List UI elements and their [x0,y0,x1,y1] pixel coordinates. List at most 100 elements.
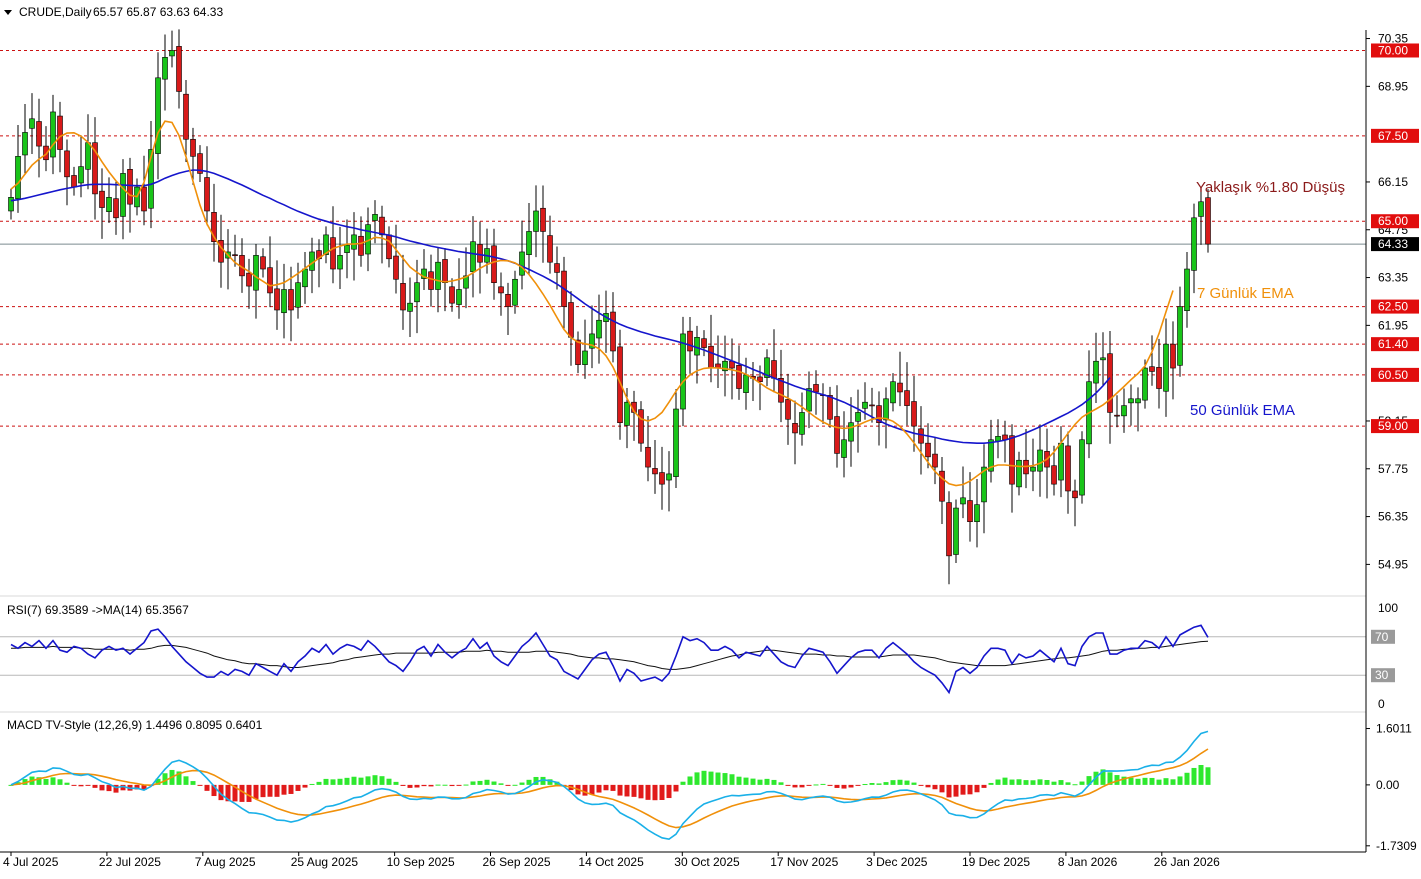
macd-hist-bar [1128,777,1134,785]
bull-candle-body [764,357,770,378]
macd-hist-bar [946,784,952,798]
candle [155,52,161,180]
candle [36,98,42,178]
macd-hist-bar [414,784,420,788]
candle [470,216,476,298]
bull-candle-body [799,412,805,435]
bear-candle-body [330,237,336,270]
bear-candle-body [939,470,945,502]
level-tag-label: 62.50 [1378,300,1408,314]
macd-hist-bar [288,784,294,794]
level-tag [1371,367,1419,382]
x-tick-label: 17 Nov 2025 [770,855,838,869]
macd-hist-bar [470,781,476,785]
bear-candle-body [813,384,819,393]
macd-hist-bar [1100,769,1106,785]
bear-candle-body [1156,367,1162,389]
ema7-annotation: 7 Günlük EMA [1197,285,1294,302]
bull-candle-body [85,142,91,170]
bear-candle-body [127,169,133,205]
macd-hist-bar [64,782,70,785]
macd-hist-bar [547,779,553,785]
macd-hist-bar [50,777,56,785]
collapse-triangle-icon[interactable] [4,10,12,15]
bull-candle-body [148,149,154,209]
candle [120,159,126,240]
candle [176,29,182,109]
bear-candle-body [687,330,693,352]
macd-hist-bar [792,784,798,788]
candle [1121,388,1127,433]
candle [204,146,210,226]
bull-candle-body [806,388,812,412]
macd-hist-bar [855,784,861,786]
bear-candle-body [701,338,707,348]
candle [792,400,798,465]
candle [162,34,168,111]
macd-hist-bar [1107,772,1113,785]
rsi-line [10,624,1209,695]
bull-candle-body [414,282,420,303]
candle [708,314,714,383]
bull-candle-body [295,282,301,308]
macd-hist-bar [666,784,672,799]
y-tick-label: 56.35 [1378,510,1408,524]
macd-hist-bar [491,781,497,785]
price-axis: 70.3568.9566.1564.7563.3561.9559.1557.75… [1366,32,1419,571]
candle [1170,321,1176,400]
candle [582,319,588,379]
macd-hist-bar [8,784,14,786]
bull-candle-body [673,408,679,477]
candle [218,214,224,288]
candle [960,466,966,519]
bear-candle-body [211,212,217,243]
candle [71,166,77,196]
macd-hist-bar [232,784,238,802]
bull-candle-body [519,251,525,276]
rsi-axis-label: 100 [1378,601,1398,615]
macd-label: MACD TV-Style (12,26,9) 1.4496 0.8095 0.… [7,718,263,732]
bear-candle-body [498,286,504,294]
macd-hist-bar [309,783,315,785]
candle [1065,431,1071,514]
level-tag [1371,419,1419,434]
macd-hist-bar [183,776,189,785]
bull-candle-body [890,381,896,404]
candle [316,239,322,288]
candle [22,103,28,175]
bull-candle-body [596,319,602,339]
macd-hist-bar [449,784,455,787]
bull-candle-body [512,278,518,306]
macd-hist-bar [715,772,721,785]
rsi-pane: RSI(7) 69.3589 ->MA(14) 65.3567 100 70 30 0 [0,601,1398,711]
macd-hist-bar [631,784,637,797]
macd-hist-bar [1170,779,1176,785]
bull-candle-body [1184,268,1190,311]
candle [1030,438,1036,492]
macd-hist-bar [827,784,833,786]
candle [946,491,952,585]
macd-hist-bar [967,784,973,795]
candle [631,390,637,441]
macd-hist-bar [435,784,441,786]
bull-candle-body [1100,357,1106,361]
macd-hist-bar [526,779,532,785]
bear-candle-body [64,150,70,178]
candle [547,215,553,274]
bull-candle-body [50,111,56,158]
macd-hist-bar [624,784,630,797]
macd-hist-bar [1142,777,1148,785]
candle [1198,190,1204,245]
macd-hist-bar [813,784,819,786]
candle [722,335,728,397]
candle [295,262,301,319]
macd-hist-bar [330,779,336,785]
bear-candle-body [267,267,273,294]
level-tag-label: 70.00 [1378,43,1408,57]
macd-hist-bar [862,784,868,786]
bear-candle-body [260,256,266,270]
bear-candle-body [99,190,105,208]
candle [1058,426,1064,498]
candle [680,316,686,427]
bear-candle-body [505,293,511,307]
